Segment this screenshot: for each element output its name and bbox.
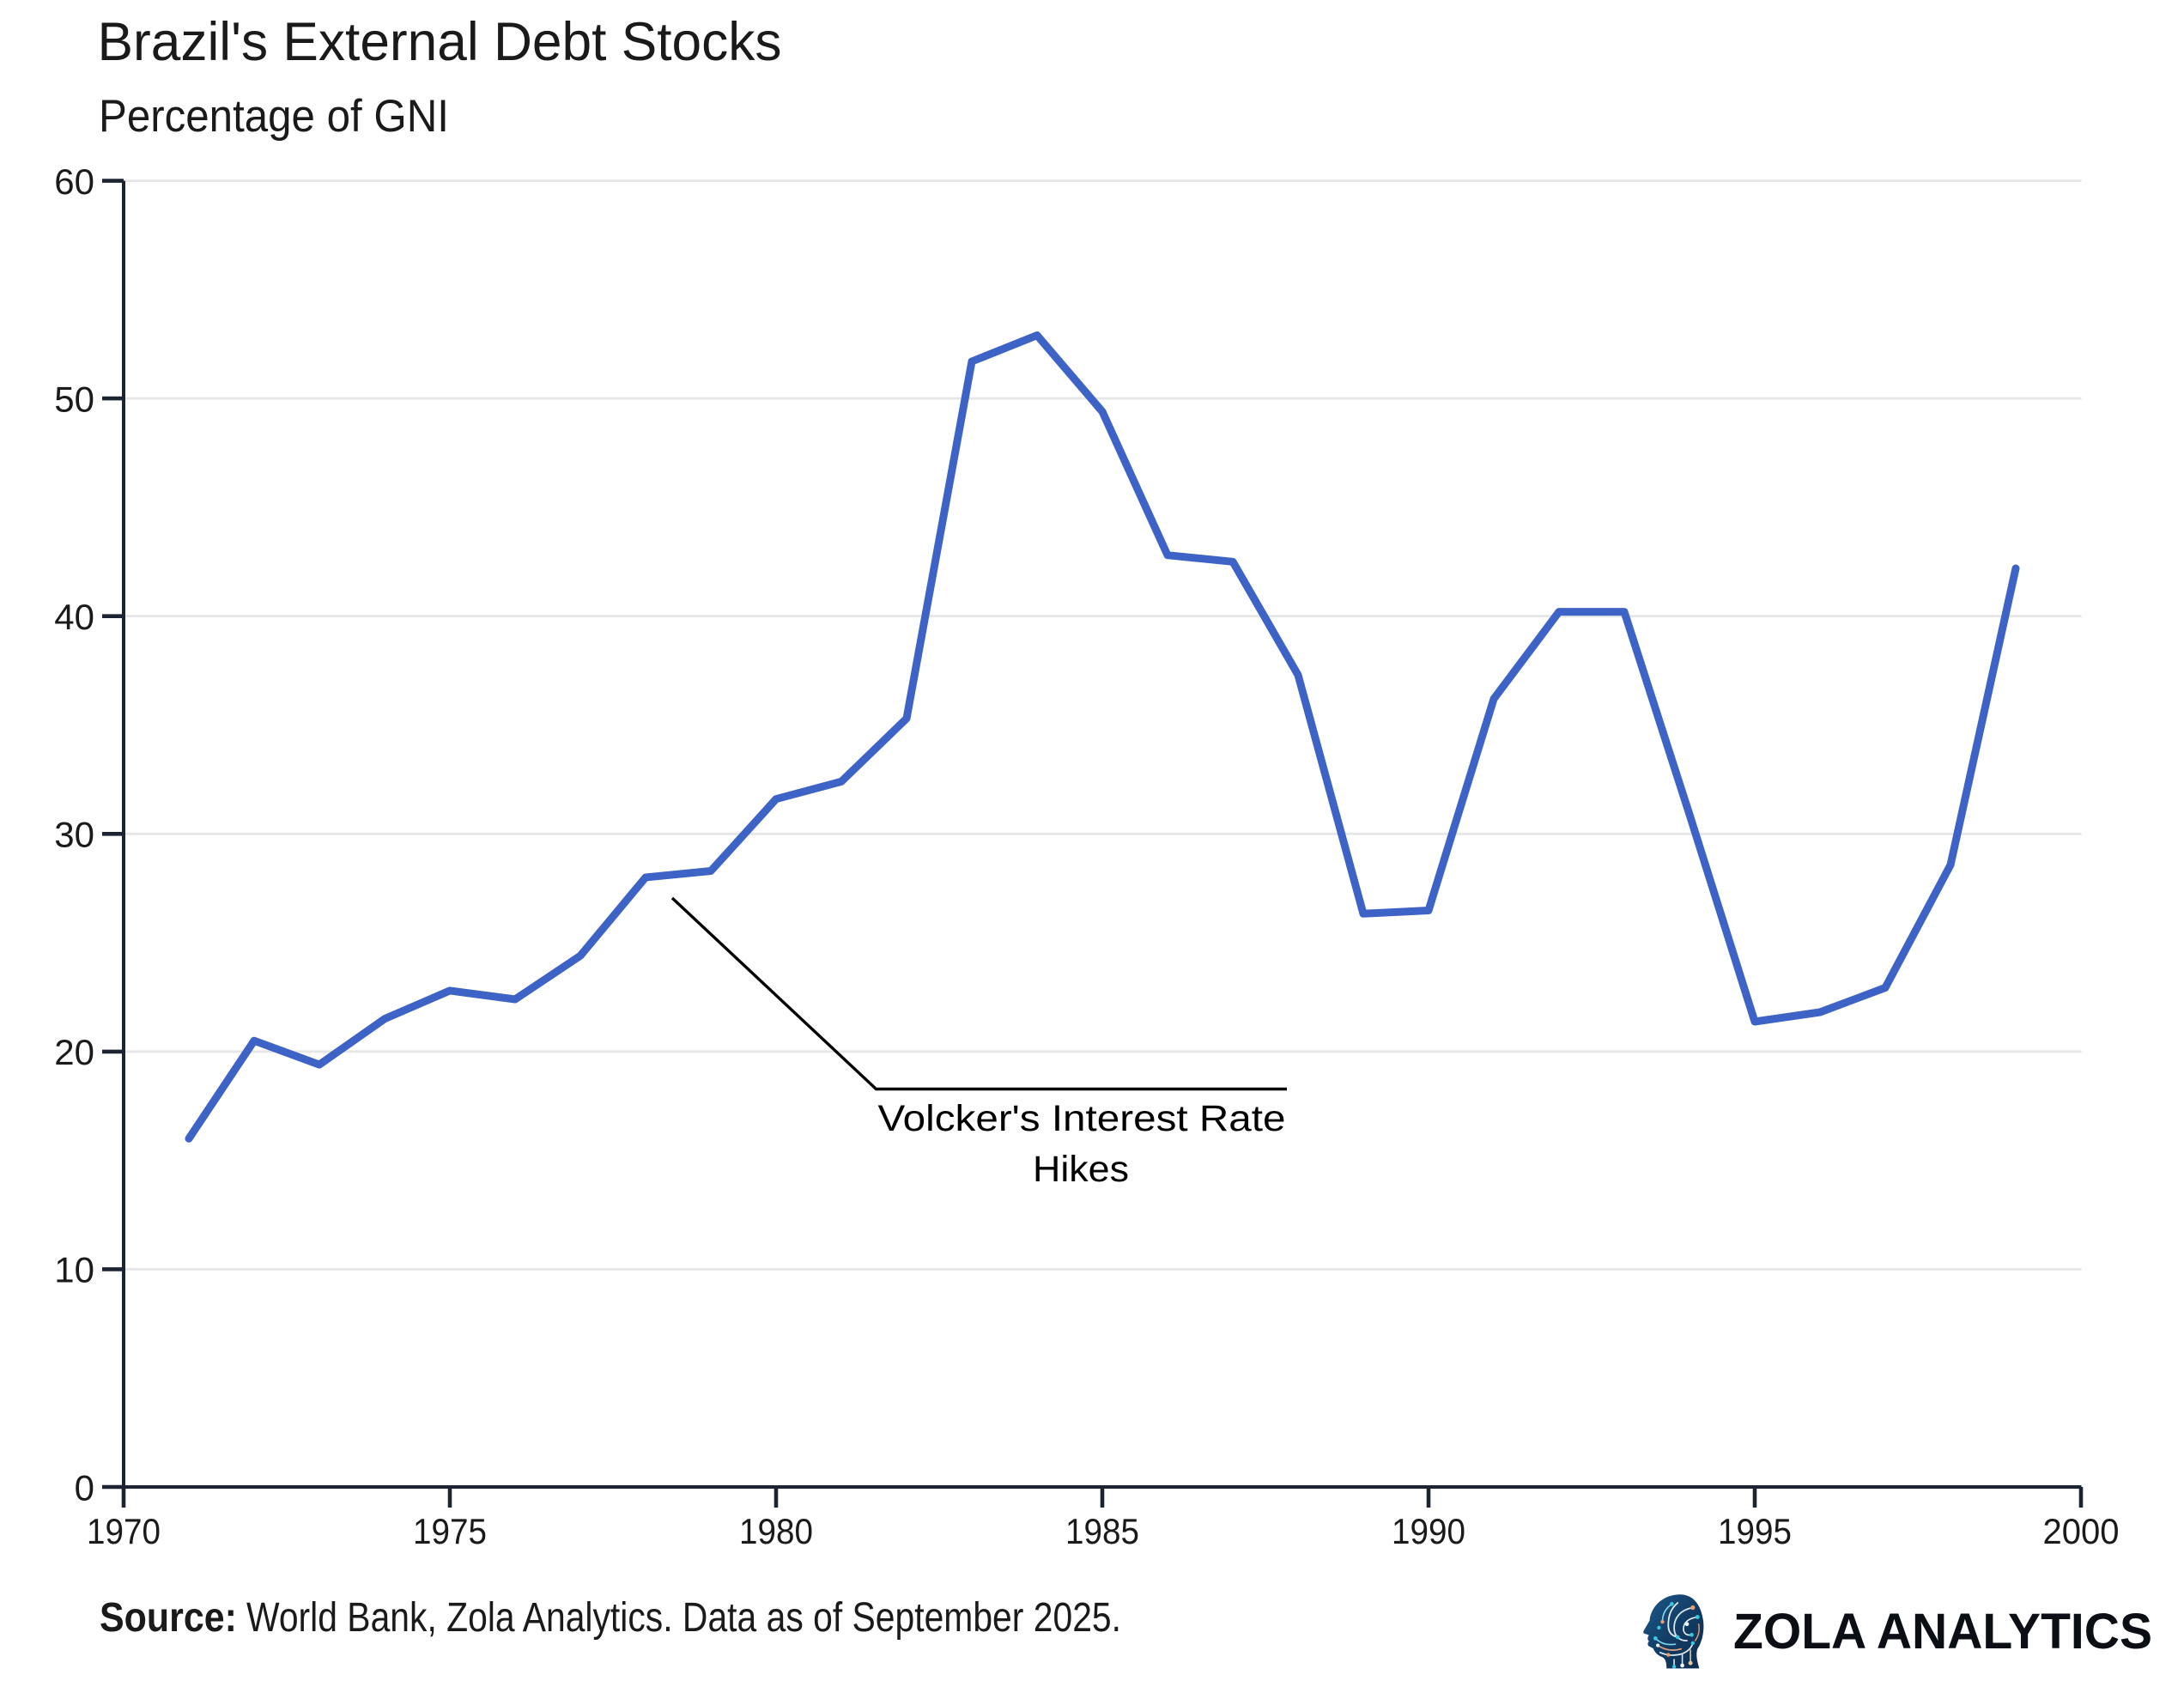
svg-text:40: 40: [54, 597, 94, 637]
svg-text:10: 10: [54, 1250, 94, 1290]
svg-text:ZOLA ANALYTICS: ZOLA ANALYTICS: [1733, 1604, 2152, 1660]
svg-text:1970: 1970: [87, 1511, 161, 1551]
svg-text:50: 50: [54, 379, 94, 419]
svg-text:1990: 1990: [1392, 1511, 1465, 1551]
svg-text:1975: 1975: [413, 1511, 487, 1551]
svg-text:World Bank, Zola Analytics. Da: World Bank, Zola Analytics. Data as of S…: [246, 1595, 1121, 1641]
svg-text:20: 20: [54, 1032, 94, 1072]
svg-text:1980: 1980: [739, 1511, 813, 1551]
svg-text:1985: 1985: [1065, 1511, 1139, 1551]
svg-text:Percentage of GNI: Percentage of GNI: [99, 91, 449, 142]
svg-text:Source:: Source:: [100, 1595, 237, 1641]
svg-text:Hikes: Hikes: [1033, 1149, 1129, 1190]
svg-text:1995: 1995: [1718, 1511, 1792, 1551]
svg-text:Brazil's External Debt Stocks: Brazil's External Debt Stocks: [98, 12, 782, 72]
svg-text:30: 30: [54, 815, 94, 855]
svg-text:2000: 2000: [2043, 1511, 2120, 1551]
svg-text:Volcker's Interest Rate: Volcker's Interest Rate: [878, 1098, 1286, 1139]
svg-text:0: 0: [75, 1467, 94, 1508]
svg-text:60: 60: [54, 161, 94, 202]
